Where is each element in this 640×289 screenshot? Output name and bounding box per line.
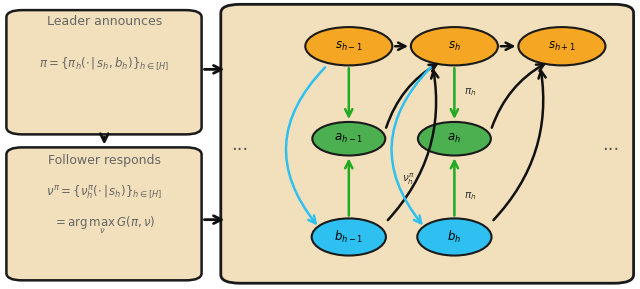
Ellipse shape: [411, 27, 498, 65]
Text: $a_h$: $a_h$: [447, 132, 461, 145]
Text: $\pi_h$: $\pi_h$: [464, 191, 477, 202]
FancyBboxPatch shape: [6, 10, 202, 134]
Ellipse shape: [305, 27, 392, 65]
Text: $s_{h-1}$: $s_{h-1}$: [335, 40, 363, 53]
Text: Leader announces: Leader announces: [47, 15, 162, 28]
FancyBboxPatch shape: [221, 4, 634, 283]
Ellipse shape: [418, 122, 491, 155]
Ellipse shape: [312, 218, 386, 255]
Text: ...: ...: [232, 136, 248, 153]
Text: Follower responds: Follower responds: [48, 154, 161, 167]
Text: $\nu_h^\pi$: $\nu_h^\pi$: [402, 171, 414, 187]
Text: $= \arg\max_{\nu}\,G(\pi,\nu)$: $= \arg\max_{\nu}\,G(\pi,\nu)$: [53, 215, 156, 236]
Text: $a_{h-1}$: $a_{h-1}$: [334, 132, 364, 145]
Text: $s_h$: $s_h$: [448, 40, 461, 53]
Text: $\pi_h$: $\pi_h$: [464, 87, 477, 98]
Text: ...: ...: [603, 136, 620, 153]
Text: $b_{h-1}$: $b_{h-1}$: [334, 229, 364, 245]
Text: $\nu^{\pi} = \{\nu_h^{\pi}(\cdot\,|\,s_h)\}_{h\in[H]}$: $\nu^{\pi} = \{\nu_h^{\pi}(\cdot\,|\,s_h…: [46, 184, 163, 201]
Ellipse shape: [518, 27, 605, 65]
Text: $b_h$: $b_h$: [447, 229, 461, 245]
FancyBboxPatch shape: [6, 147, 202, 280]
Text: $\pi = \{\pi_h(\cdot\,|\,s_h, b_h)\}_{h\in[H]}$: $\pi = \{\pi_h(\cdot\,|\,s_h, b_h)\}_{h\…: [40, 55, 169, 72]
Text: $s_{h+1}$: $s_{h+1}$: [548, 40, 576, 53]
Ellipse shape: [312, 122, 385, 155]
Ellipse shape: [417, 218, 492, 255]
